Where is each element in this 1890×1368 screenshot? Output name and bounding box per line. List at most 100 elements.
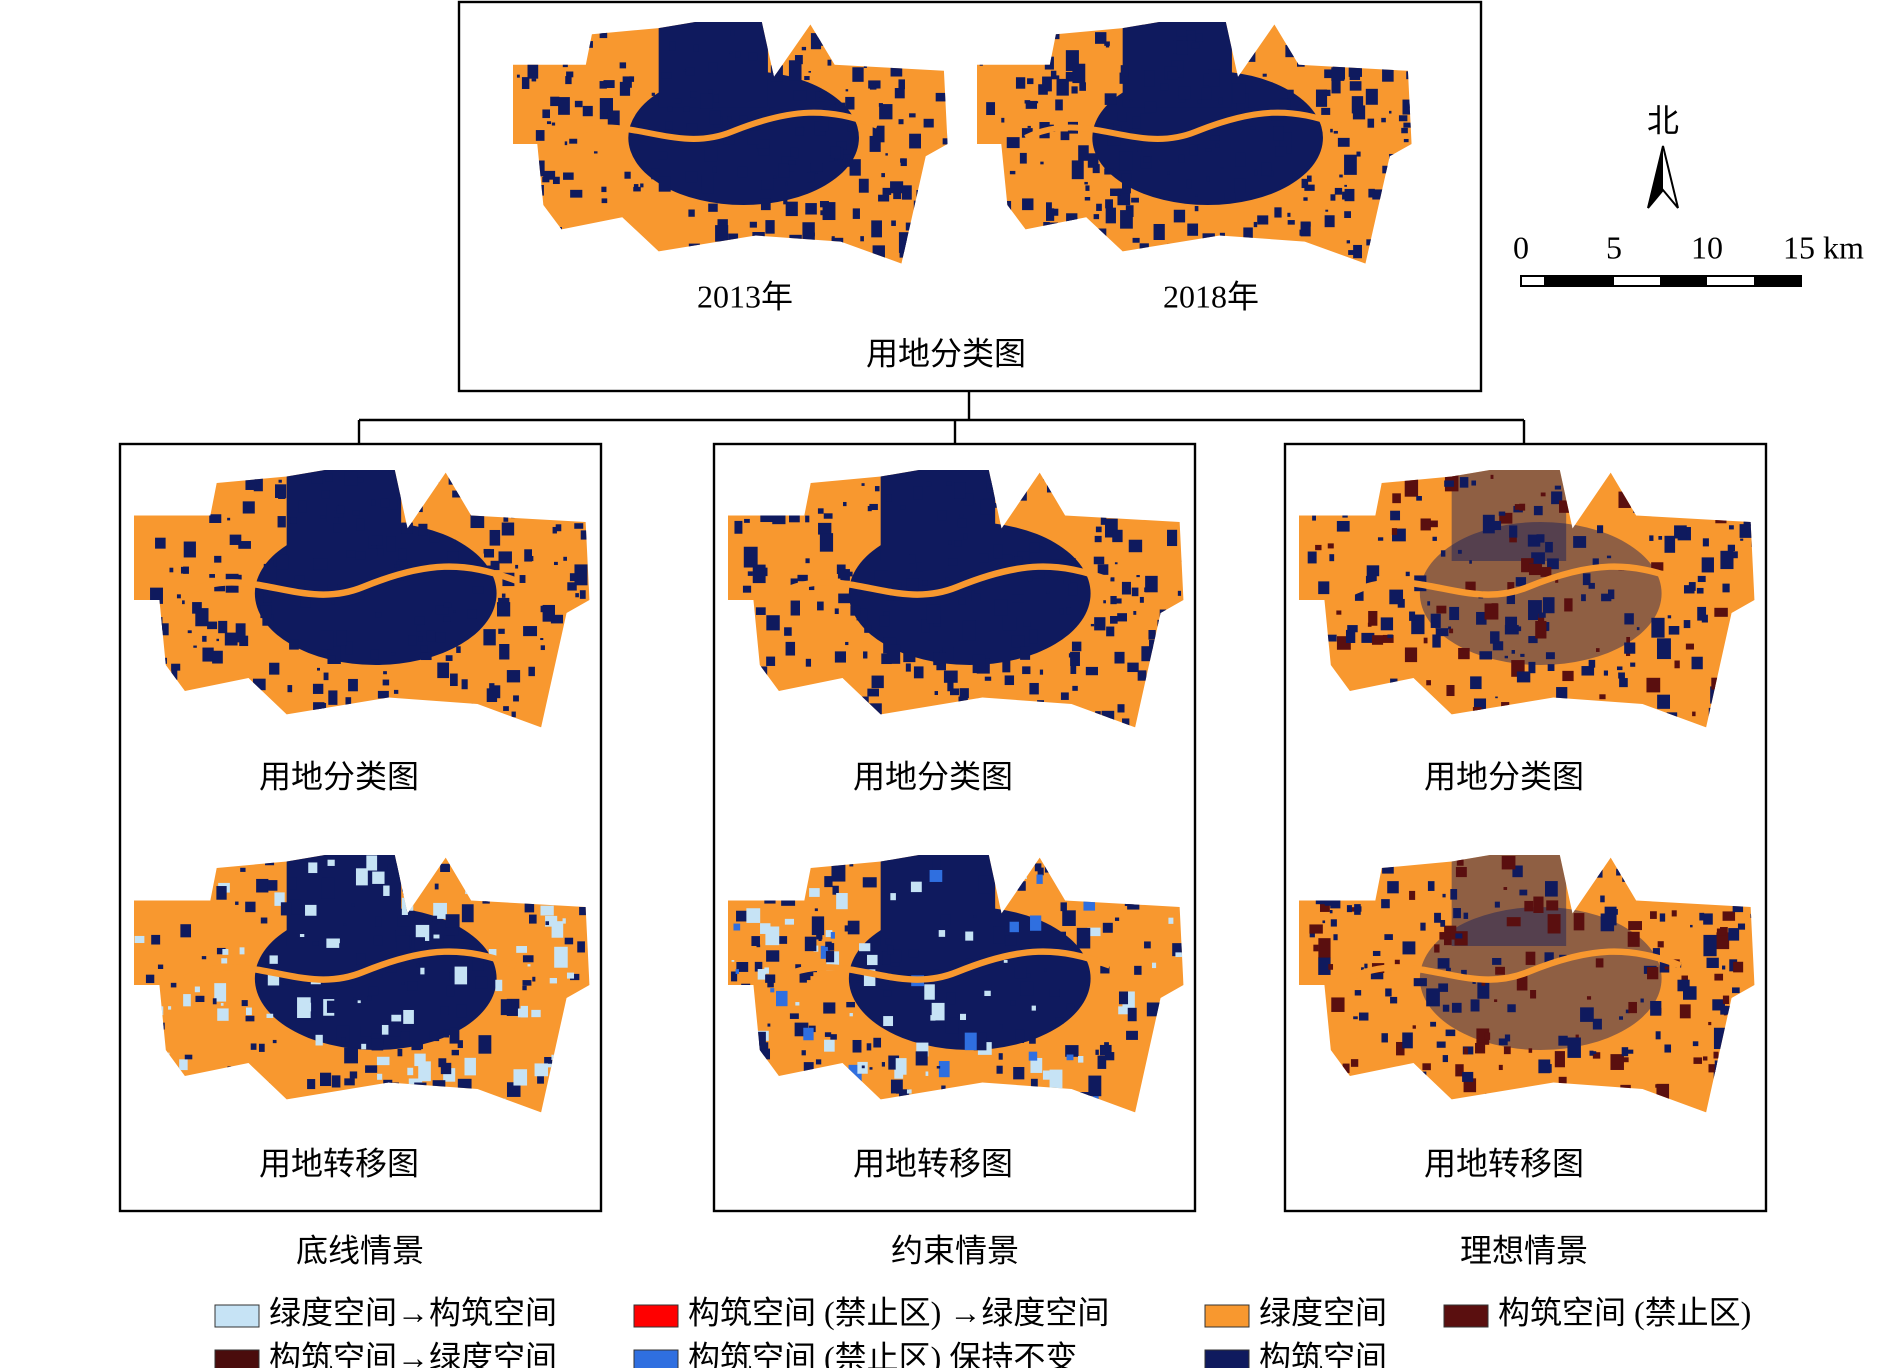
map-patch [1506, 917, 1521, 927]
map-patch [220, 1003, 224, 1006]
map-patch [1344, 496, 1353, 504]
map-patch [171, 663, 181, 671]
map-patch [263, 708, 270, 715]
map-patch [1183, 875, 1184, 882]
map-patch [1015, 77, 1026, 89]
map-patch [638, 120, 650, 135]
map-patch [1716, 681, 1725, 688]
map-patch [1315, 544, 1322, 551]
map-patch [849, 256, 860, 264]
map-patch [850, 252, 858, 259]
map-patch [361, 1043, 367, 1050]
map-patch [489, 714, 500, 728]
map-patch [735, 969, 739, 974]
map-patch [1582, 573, 1591, 586]
scenario-name: 约束情景 [891, 1232, 1019, 1268]
map-patch [1059, 608, 1064, 615]
map-patch [744, 518, 750, 523]
map-patch [368, 986, 379, 996]
map-patch [214, 983, 227, 1002]
map-patch [1305, 1009, 1320, 1025]
map-patch [827, 59, 832, 66]
map-patch [665, 121, 673, 130]
map-patch [160, 1022, 165, 1030]
map-patch [1403, 699, 1416, 719]
map-patch [470, 514, 485, 529]
map-patch [751, 936, 760, 947]
map-body [134, 855, 590, 1135]
legend-label: 构筑空间 (禁止区) →绿度空间 [688, 1294, 1109, 1330]
map-patch [545, 915, 558, 927]
map-patch [1337, 1106, 1340, 1111]
map-patch [553, 561, 558, 566]
map-patch [224, 632, 238, 646]
map-patch [736, 962, 749, 972]
map-patch [885, 938, 892, 945]
map-patch [191, 478, 199, 489]
map-patch [1589, 1050, 1594, 1056]
legend-swatch [1443, 1304, 1489, 1328]
map-patch [935, 92, 948, 102]
map-patch [1157, 885, 1166, 892]
map-patch [1002, 554, 1013, 570]
map-patch [576, 491, 589, 505]
map-patch [1097, 564, 1109, 575]
map-patch [1167, 171, 1170, 175]
map-patch [153, 1081, 161, 1091]
map-patch [1105, 478, 1113, 485]
map-patch [1333, 130, 1338, 134]
map-patch [1185, 1001, 1192, 1007]
map-patch [1683, 620, 1691, 629]
map-patch [1628, 921, 1642, 931]
map-patch [963, 533, 968, 540]
map-patch [753, 236, 766, 249]
map-patch [1445, 967, 1451, 972]
map-patch [259, 1082, 270, 1098]
map-patch [1361, 632, 1375, 643]
map-patch [825, 941, 832, 947]
map-patch [1049, 989, 1060, 997]
map-patch [886, 595, 894, 601]
map-patch [386, 536, 396, 552]
map-patch [1348, 59, 1362, 77]
map-patch [733, 923, 741, 931]
map-patch [351, 903, 355, 907]
map-patch [496, 602, 511, 617]
map-patch [1704, 494, 1707, 497]
map-patch [1028, 1114, 1033, 1119]
map-patch [551, 122, 556, 126]
map-patch [1050, 70, 1057, 80]
map-patch [617, 256, 630, 264]
map-patch [1409, 890, 1416, 900]
map-patch [209, 574, 215, 578]
map-patch [1030, 1078, 1038, 1089]
map-patch [739, 115, 748, 123]
map-patch [311, 1011, 317, 1019]
map-patch [479, 721, 493, 728]
map-patch [785, 641, 796, 656]
map-patch [569, 138, 578, 144]
map-patch [906, 1089, 912, 1094]
map-patch [942, 138, 948, 145]
map-patch [145, 1113, 159, 1135]
map-patch [1078, 145, 1089, 161]
map-patch [1127, 1007, 1137, 1022]
map-patch [786, 25, 799, 40]
map-patch [489, 529, 501, 546]
legend-label: 绿度空间→构筑空间 [269, 1294, 557, 1330]
map-patch [1027, 576, 1033, 582]
map-patch [1387, 881, 1399, 894]
map-patch [1440, 550, 1446, 557]
map-patch [265, 857, 275, 866]
map-patch [839, 1113, 843, 1118]
map-patch [1739, 524, 1753, 538]
map-patch [1495, 966, 1505, 975]
map-patch [1173, 209, 1186, 223]
map-patch [575, 593, 579, 598]
map-patch [979, 1098, 993, 1113]
map-patch [1657, 694, 1671, 709]
map-patch [565, 703, 578, 719]
map-patch [321, 877, 335, 899]
map-patch [1166, 491, 1178, 500]
map-patch [1492, 957, 1502, 965]
